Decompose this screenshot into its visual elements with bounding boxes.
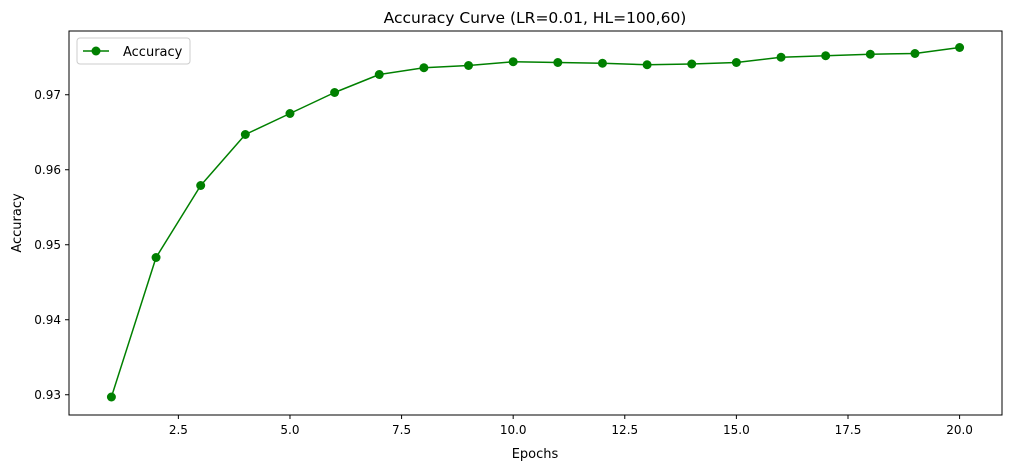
y-axis-title: Accuracy: [10, 193, 25, 253]
data-point: [285, 109, 295, 118]
y-tick-label: 0.93: [34, 388, 61, 402]
data-point: [910, 49, 920, 58]
data-point: [597, 58, 607, 68]
data-point: [865, 49, 875, 59]
y-tick-label: 0.96: [34, 163, 61, 177]
legend-box: [76, 37, 191, 65]
legend: Accuracy: [76, 37, 191, 65]
x-tick-label: 20.0: [946, 423, 973, 437]
x-tick-label: 2.5: [169, 423, 188, 437]
data-point: [821, 51, 831, 61]
x-axis-title: Epochs: [512, 447, 559, 462]
data-point: [106, 392, 116, 402]
data-point: [330, 88, 340, 97]
y-tick-label: 0.95: [34, 238, 61, 252]
y-tick-label: 0.97: [34, 88, 61, 102]
x-tick-label: 7.5: [392, 423, 411, 437]
x-tick-label: 17.5: [835, 423, 862, 437]
data-point: [731, 58, 741, 67]
chart-title: Accuracy Curve (LR=0.01, HL=100,60): [384, 9, 687, 27]
data-point: [151, 253, 161, 262]
data-point: [419, 63, 429, 73]
legend-label: Accuracy: [123, 45, 183, 60]
data-point: [955, 43, 965, 52]
y-axis: 0.93 0.94 0.95 0.96 0.97: [34, 88, 69, 402]
x-tick-label: 12.5: [611, 423, 638, 437]
series-line-accuracy: [110, 46, 960, 398]
data-point: [374, 70, 384, 79]
data-point: [642, 60, 652, 70]
data-point: [776, 52, 786, 62]
x-tick-label: 5.0: [280, 423, 299, 437]
data-point: [553, 58, 563, 67]
series-layer: [106, 43, 965, 402]
x-axis: 2.5 5.0 7.5 10.0 12.5 15.0 17.5 20.0: [169, 415, 973, 437]
data-point: [464, 61, 474, 70]
plot-area: [68, 30, 1003, 416]
data-point: [508, 57, 518, 67]
x-tick-label: 15.0: [723, 423, 750, 437]
data-point: [196, 181, 206, 190]
y-tick-label: 0.94: [34, 313, 61, 327]
legend-marker-swatch: [91, 46, 101, 56]
data-point: [240, 130, 250, 139]
x-tick-label: 10.0: [500, 423, 527, 437]
data-point: [687, 59, 697, 69]
